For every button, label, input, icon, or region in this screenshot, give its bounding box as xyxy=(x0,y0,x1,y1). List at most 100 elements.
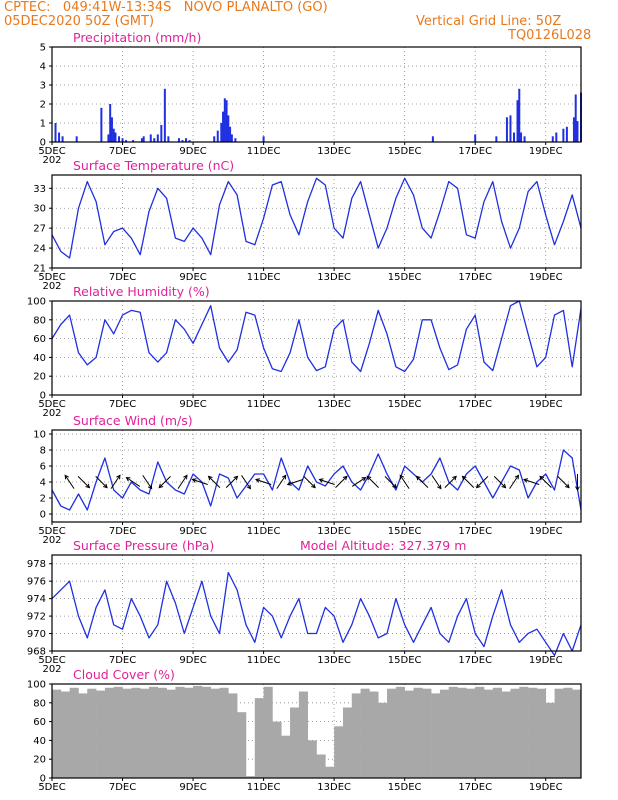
wind-arrow xyxy=(319,478,335,486)
y-tick-label: 60 xyxy=(33,334,46,345)
y-tick-label: 1 xyxy=(40,119,46,130)
y-tick-label: 20 xyxy=(33,755,46,766)
x-tick-label: 11DEC xyxy=(247,399,281,410)
cloud-bar xyxy=(96,690,106,778)
cloud-bar xyxy=(175,686,185,778)
cloud-bar xyxy=(475,686,485,778)
wind-arrow xyxy=(493,475,506,489)
y-tick-label: 24 xyxy=(33,244,46,255)
y-tick-label: 970 xyxy=(27,629,46,640)
x-tick-cut-label: 202 xyxy=(42,408,61,419)
precip-bar xyxy=(58,132,61,142)
wind-arrow xyxy=(351,477,366,487)
precip-bar xyxy=(220,123,223,142)
wind-arrowhead xyxy=(183,474,188,480)
panel-3: 0 2 4 6 8 10 5DEC 7DEC 9DEC 11DEC 13DEC 15DEC 17DEC 1… xyxy=(33,413,582,546)
x-tick-label: 13DEC xyxy=(317,146,351,157)
header-station: CPTEC: 049:41W-13:34S NOVO PLANALTO (GO) xyxy=(4,0,328,15)
precip-bar xyxy=(160,124,163,142)
x-tick-label: 5DEC xyxy=(38,146,65,157)
cloud-bar xyxy=(536,688,547,778)
wind-arrowhead xyxy=(361,476,367,482)
wind-arrow xyxy=(255,478,272,486)
series-line xyxy=(51,177,582,259)
x-tick-label: 9DEC xyxy=(179,146,206,157)
x-tick-label: 17DEC xyxy=(458,526,492,537)
precip-bar xyxy=(518,88,521,142)
precip-bar xyxy=(234,138,237,142)
cloud-bar xyxy=(334,726,344,778)
precip-bar xyxy=(110,117,113,142)
x-tick-label: 15DEC xyxy=(388,146,422,157)
cloud-bar xyxy=(404,690,414,778)
wind-arrowhead xyxy=(233,475,239,481)
wind-arrow xyxy=(366,475,379,489)
x-tick-label: 7DEC xyxy=(109,655,136,666)
wind-arrowhead xyxy=(366,475,372,481)
wind-arrow xyxy=(95,475,108,489)
precip-bar xyxy=(61,136,64,142)
x-tick-label: 5DEC xyxy=(38,272,65,283)
x-tick-label: 13DEC xyxy=(317,272,351,283)
y-tick-label: 30 xyxy=(33,204,46,215)
precip-bar xyxy=(223,98,226,142)
wind-arrowhead xyxy=(523,478,529,483)
y-tick-label: 978 xyxy=(27,559,46,570)
cloud-bar xyxy=(439,689,450,778)
precip-bar xyxy=(153,138,156,142)
wind-arrow xyxy=(126,477,141,487)
precip-bar xyxy=(222,111,225,142)
precip-bar xyxy=(520,132,523,142)
cloud-bar xyxy=(298,691,308,778)
wind-arrow xyxy=(476,475,489,489)
wind-arrow xyxy=(64,475,75,489)
wind-arrow xyxy=(177,475,188,489)
x-tick-cut-label: 202 xyxy=(42,535,61,546)
x-tick-label: 13DEC xyxy=(317,782,351,793)
cloud-bar xyxy=(219,687,229,778)
precip-bar xyxy=(229,126,232,142)
wind-arrowhead xyxy=(461,475,467,481)
wind-arrowhead xyxy=(452,475,457,481)
y-tick-label: 968 xyxy=(27,647,46,658)
precip-bar xyxy=(216,130,219,142)
x-tick-label: 15DEC xyxy=(388,782,422,793)
y-tick-label: 40 xyxy=(33,736,46,747)
cloud-bar xyxy=(545,702,555,778)
cloud-bar xyxy=(201,686,211,778)
x-tick-label: 9DEC xyxy=(179,272,206,283)
cloud-bar xyxy=(52,689,62,778)
wind-arrow xyxy=(192,478,208,486)
y-tick-label: 80 xyxy=(33,698,46,709)
panel-title: Surface Temperature (nC) xyxy=(73,158,234,173)
cloud-bar xyxy=(307,740,317,778)
y-tick-label: 100 xyxy=(27,680,46,691)
x-tick-label: 19DEC xyxy=(529,655,563,666)
x-tick-label: 7DEC xyxy=(109,526,136,537)
panel-title: Surface Pressure (hPa) xyxy=(73,538,214,553)
cloud-bar xyxy=(422,688,432,778)
x-tick-cut-label: 202 xyxy=(42,155,61,166)
wind-arrowhead xyxy=(158,483,164,489)
x-tick-label: 11DEC xyxy=(247,526,281,537)
y-tick-label: 8 xyxy=(40,446,46,457)
x-tick-label: 17DEC xyxy=(458,146,492,157)
panel-frame xyxy=(51,46,582,143)
wind-arrowhead xyxy=(415,475,421,481)
x-tick-label: 13DEC xyxy=(317,399,351,410)
precip-bar xyxy=(512,132,515,142)
wind-arrowhead xyxy=(565,483,570,489)
x-tick-label: 15DEC xyxy=(388,272,422,283)
wind-arrowhead xyxy=(501,483,507,489)
x-tick-label: 5DEC xyxy=(38,782,65,793)
precip-bar xyxy=(555,132,558,142)
cloud-bar xyxy=(281,735,291,778)
wind-arrow xyxy=(77,475,90,489)
precip-bar xyxy=(188,140,191,142)
y-tick-label: 60 xyxy=(33,717,46,728)
cloud-bar xyxy=(122,688,132,778)
panel-2: 0 20 40 60 80 100 5DEC 7DEC 9DEC 11DEC 13DEC 15DEC 1… xyxy=(27,284,582,419)
x-tick-label: 19DEC xyxy=(529,526,563,537)
x-tick-label: 13DEC xyxy=(317,655,351,666)
y-tick-label: 21 xyxy=(33,264,46,275)
